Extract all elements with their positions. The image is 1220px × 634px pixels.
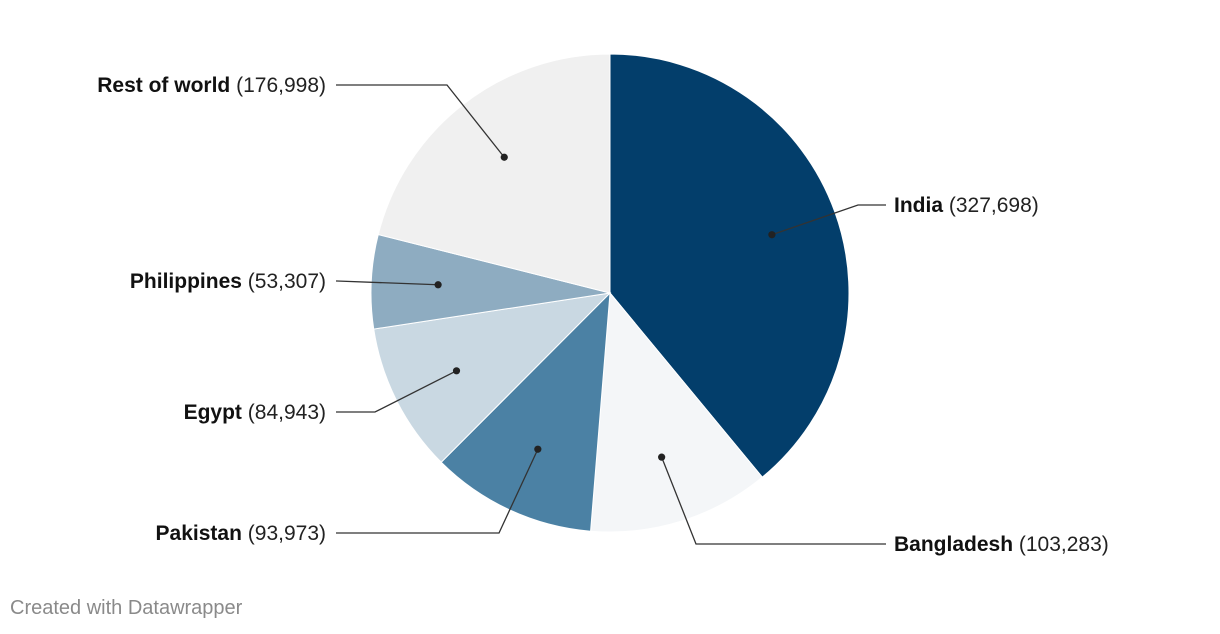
pie-slice-india xyxy=(609,53,850,478)
pie-slices xyxy=(370,53,850,533)
leader-dot-egypt xyxy=(452,367,461,375)
leader-dot-rest-of-world xyxy=(500,153,508,161)
leader-dot-bangladesh xyxy=(658,453,666,461)
slice-label-philippines: Philippines (53,307) xyxy=(130,270,326,293)
pie-slice-bangladesh xyxy=(590,291,764,533)
slice-label-pakistan: Pakistan (93,973) xyxy=(156,522,326,545)
leader-line-rest-of-world xyxy=(336,84,505,158)
slice-label-name: Bangladesh xyxy=(894,533,1013,556)
slice-label-name: Philippines xyxy=(130,270,242,293)
slice-label-bangladesh: Bangladesh (103,283) xyxy=(894,533,1109,556)
leader-dot-philippines xyxy=(434,281,442,289)
slice-label-rest-of-world: Rest of world (176,998) xyxy=(97,74,326,97)
slice-label-india: India (327,698) xyxy=(894,194,1039,217)
slice-label-name: Rest of world xyxy=(97,74,230,97)
leader-line-pakistan xyxy=(336,448,539,534)
slice-labels: India (327,698) Bangladesh (103,283) Pakis… xyxy=(97,74,1109,556)
slice-label-name: India xyxy=(894,194,943,217)
leader-dot-india xyxy=(768,231,776,239)
slice-label-value: (93,973) xyxy=(242,522,326,545)
slice-label-value: (327,698) xyxy=(943,194,1039,217)
slice-label-value: (176,998) xyxy=(230,74,326,97)
slice-label-value: (103,283) xyxy=(1013,533,1109,556)
slice-label-value: (84,943) xyxy=(242,401,326,424)
datawrapper-credit[interactable]: Created with Datawrapper xyxy=(10,597,243,619)
slice-label-value: (53,307) xyxy=(242,270,326,293)
leader-line-bangladesh xyxy=(661,456,886,545)
slice-label-name: Pakistan xyxy=(156,522,242,545)
leader-line-india xyxy=(771,204,886,236)
leader-lines xyxy=(336,84,886,545)
leader-line-philippines xyxy=(336,280,439,286)
leader-dot-pakistan xyxy=(534,445,542,453)
slice-label-egypt: Egypt (84,943) xyxy=(184,401,326,424)
leader-line-egypt xyxy=(336,370,457,413)
slice-label-name: Egypt xyxy=(184,401,242,424)
